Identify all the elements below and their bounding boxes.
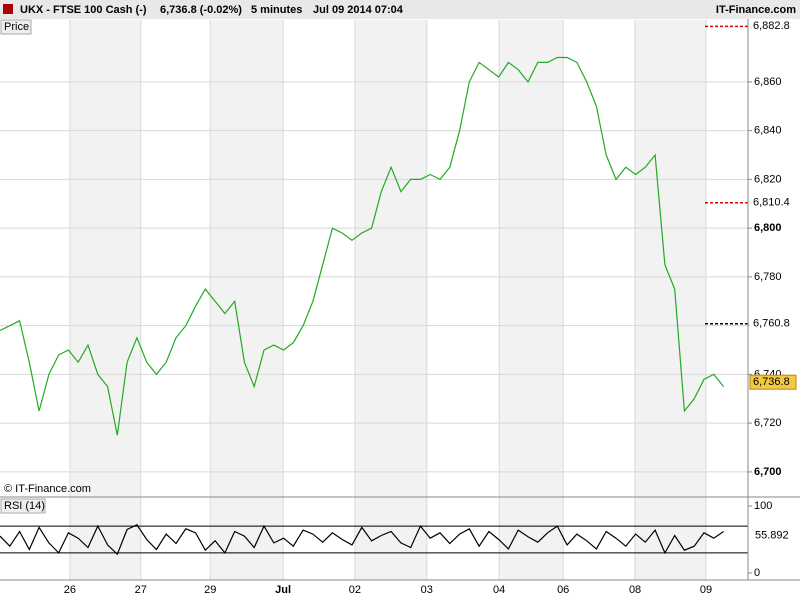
rsi-line <box>0 524 724 556</box>
level-box <box>749 195 797 211</box>
y-tick-label: 6,840 <box>754 125 782 137</box>
level-box <box>749 374 797 390</box>
datetime: Jul 09 2014 07:04 <box>313 4 404 16</box>
current-box <box>750 528 796 543</box>
y-tick-label: 6,720 <box>754 417 782 429</box>
current-label: 55.892 <box>755 529 789 541</box>
interval: 5 minutes <box>251 4 302 16</box>
level-label: 6,736.8 <box>753 376 790 388</box>
panel-label-box <box>0 19 32 35</box>
x-tick-label: 09 <box>700 584 712 596</box>
y-tick-label: 6,860 <box>754 76 782 88</box>
level-box <box>749 18 797 34</box>
x-tick-label: 27 <box>135 584 147 596</box>
level-label: 6,810.4 <box>753 197 790 209</box>
x-tick-label: 08 <box>629 584 641 596</box>
day-band <box>635 20 706 580</box>
level-box <box>749 316 797 332</box>
y-tick-label: 100 <box>754 500 772 512</box>
day-band <box>210 20 284 580</box>
symbol: UKX - FTSE 100 Cash (-) <box>20 4 147 16</box>
panel-label: Price <box>4 21 29 33</box>
x-tick-label: 29 <box>204 584 216 596</box>
x-tick-label: 02 <box>349 584 361 596</box>
panel-label: RSI (14) <box>4 500 45 512</box>
watermark: © IT-Finance.com <box>4 483 91 495</box>
level-label: 6,882.8 <box>753 20 790 32</box>
y-tick-label: 6,700 <box>754 466 782 478</box>
x-tick-label: 03 <box>421 584 433 596</box>
price-line <box>0 56 725 436</box>
day-band <box>69 20 141 580</box>
symbol-icon <box>3 4 13 14</box>
header-bar <box>0 0 800 19</box>
day-band <box>354 20 427 580</box>
x-tick-label: 04 <box>493 584 505 596</box>
panel-label-box <box>0 498 46 514</box>
brand: IT-Finance.com <box>716 4 796 16</box>
level-label: 6,760.8 <box>753 318 790 330</box>
quote: 6,736.8 (-0.02%) <box>160 4 242 16</box>
x-tick-label: Jul <box>275 584 291 596</box>
day-band <box>499 20 564 580</box>
y-tick-label: 6,780 <box>754 271 782 283</box>
y-tick-label: 6,800 <box>754 222 782 234</box>
x-tick-label: 06 <box>557 584 569 596</box>
x-tick-label: 26 <box>64 584 76 596</box>
y-tick-label: 0 <box>754 567 760 579</box>
y-tick-label: 6,820 <box>754 173 782 185</box>
